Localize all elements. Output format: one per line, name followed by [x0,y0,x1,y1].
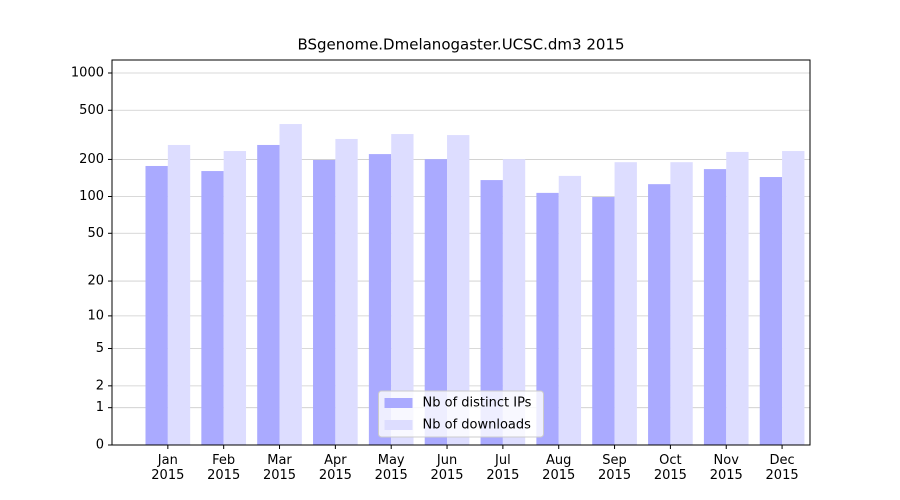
bar [502,159,526,445]
bar [368,154,392,445]
y-tick-label: 500 [79,103,104,118]
bar [145,165,168,445]
x-tick-label: May 2015 [374,453,408,483]
plot-frame [111,59,811,446]
x-tick-label: Mar 2015 [262,453,297,483]
chart-title: BSgenome.Dmelanogaster.UCSC.dm3 2015 [297,36,624,54]
legend-label: Nb of downloads [423,418,532,433]
bar [257,144,280,445]
y-tick-label: 200 [79,152,104,167]
x-tick-label: Apr 2015 [318,453,352,483]
bar [424,159,448,445]
bar [726,151,749,445]
y-tick-label: 20 [87,274,104,289]
bar [703,169,727,445]
x-tick-label: Jun 2015 [430,453,464,483]
legend-swatch [384,398,413,408]
x-tick-label: Nov 2015 [709,453,743,483]
x-tick-label: Jul 2015 [486,453,520,483]
y-tick-label: 1000 [71,65,104,80]
bar [167,144,191,445]
x-tick-label: Aug 2015 [542,453,576,483]
y-tick-label: 5 [96,341,104,356]
bar [558,175,582,446]
bar [670,162,693,445]
bar [223,151,247,445]
y-tick-label: 10 [87,308,104,323]
legend: Nb of distinct IPs Nb of downloads [378,390,544,438]
legend-box [378,390,544,438]
y-tick-label: 1 [96,400,104,415]
bar [614,162,637,445]
x-tick-label: Feb 2015 [207,453,241,483]
bar [313,159,336,445]
y-tick-label: 0 [96,438,104,453]
bar [201,171,224,445]
x-tick-label: Sep 2015 [598,453,632,483]
legend-swatch [384,420,413,430]
bar [782,151,805,445]
y-tick-label: 100 [79,189,104,204]
x-tick-label: Oct 2015 [653,453,687,483]
bar [335,138,358,446]
bar [536,192,559,445]
bar [279,124,302,446]
x-tick-label: Jan 2015 [151,453,185,483]
bar [648,184,671,445]
bar [447,135,470,445]
bar [391,134,414,445]
bar [592,197,615,445]
bar [480,180,503,445]
legend-label: Nb of distinct IPs [423,396,532,411]
y-tick-label: 50 [87,226,104,241]
y-tick-label: 2 [96,378,104,393]
x-tick-label: Dec 2015 [765,453,799,483]
bar [759,177,783,445]
